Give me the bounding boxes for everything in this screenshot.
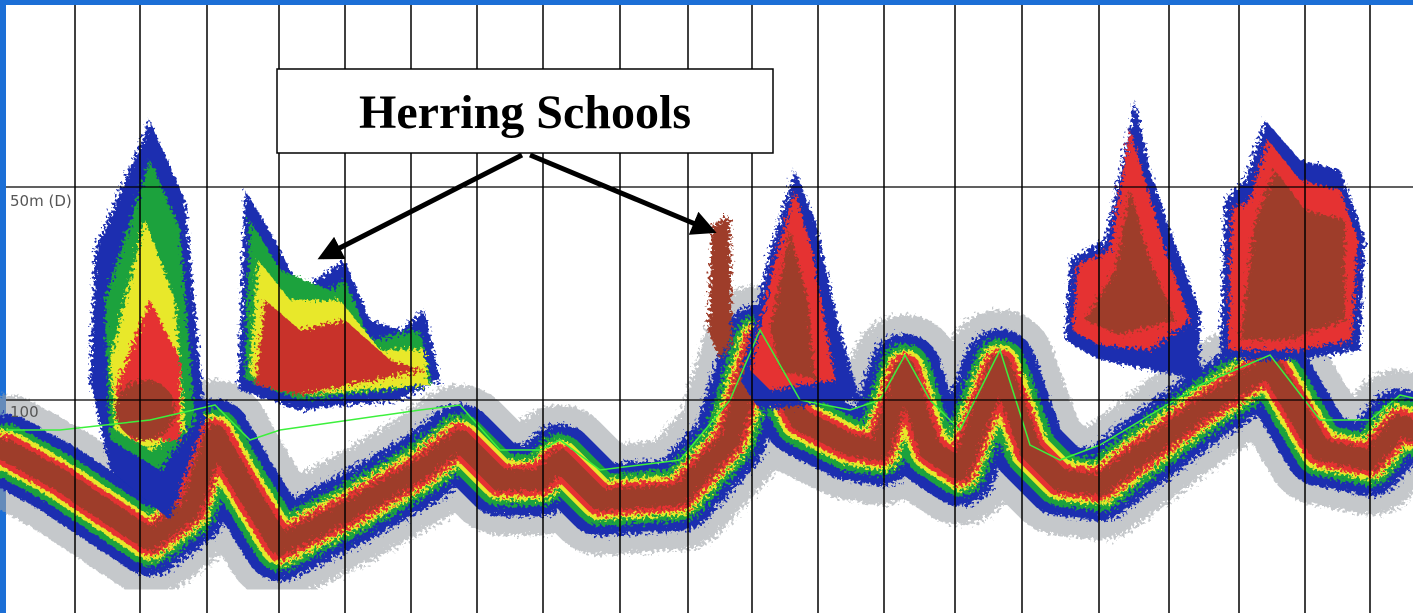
arrow (529, 152, 717, 235)
grid (6, 5, 1413, 613)
bottom-line (6, 328, 1413, 471)
depth-label: 50m (D) (10, 192, 72, 210)
callout-box (276, 68, 774, 154)
callout-text: Herring Schools (359, 86, 691, 139)
depth-label: 100 (10, 403, 39, 421)
time-markers (74, 5, 1371, 613)
arrow (317, 152, 524, 260)
